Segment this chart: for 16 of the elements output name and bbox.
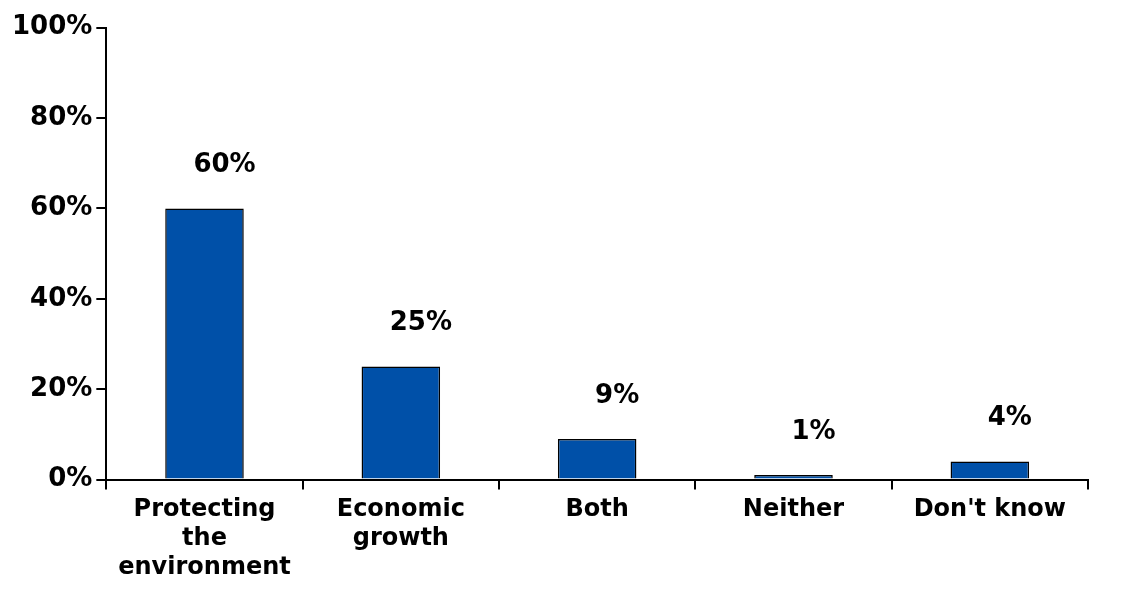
x-tick-label: Neither (742, 494, 845, 523)
x-tick-label: Protecting the environment (118, 494, 291, 580)
x-tick-label: Both (565, 494, 629, 523)
y-tick-label: 40% (30, 281, 93, 312)
y-tick-label: 60% (30, 191, 93, 222)
data-label: 1% (791, 414, 836, 445)
data-label: 4% (987, 401, 1032, 432)
data-label: 25% (389, 306, 452, 337)
y-tick-label: 100% (12, 10, 93, 41)
x-tick-label: Economic growth (336, 494, 465, 552)
data-label: 60% (193, 148, 256, 179)
y-tick-label: 80% (30, 100, 93, 131)
data-label: 9% (595, 378, 640, 409)
y-tick-label: 0% (48, 462, 93, 493)
y-tick-label: 20% (30, 371, 93, 402)
x-tick-label: Don't know (913, 494, 1067, 523)
